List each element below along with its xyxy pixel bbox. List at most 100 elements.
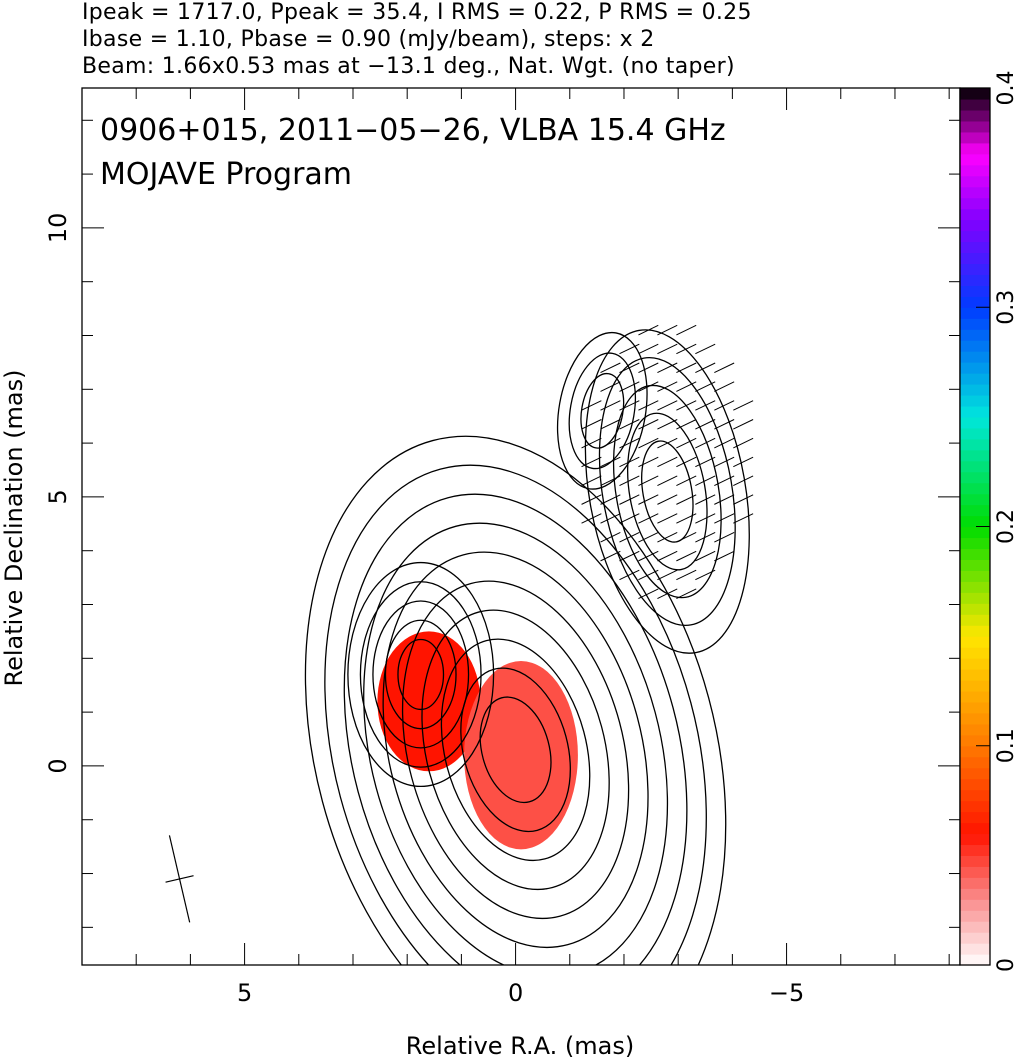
pol-vector: [600, 550, 621, 562]
colorbar-swatch: [960, 778, 990, 791]
pol-vector: [638, 494, 659, 505]
pol-vector: [676, 513, 697, 524]
pol-vector: [619, 550, 640, 562]
colorbar-swatch: [960, 285, 990, 297]
colorbar-swatch: [960, 690, 990, 703]
colorbar-swatch: [960, 383, 990, 396]
colorbar-swatch: [960, 98, 990, 111]
colorbar-swatch: [960, 723, 990, 736]
colorbar-swatch: [960, 449, 990, 462]
pol-region: [464, 661, 578, 850]
colorbar-swatch: [960, 164, 990, 177]
pol-vector: [581, 400, 602, 411]
colorbar-swatch: [960, 416, 990, 429]
pol-vector: [676, 362, 697, 374]
pol-vector: [619, 494, 640, 505]
contour-level: [343, 493, 688, 965]
colorbar-swatch: [960, 625, 990, 637]
pol-vector: [581, 456, 602, 468]
colorbar-swatch: [960, 614, 990, 626]
colorbar-swatch: [960, 252, 990, 264]
colorbar-tick-label: 0.4: [994, 71, 1019, 106]
pol-vector: [619, 362, 640, 374]
colorbar-swatch: [960, 230, 990, 243]
pol-vector: [714, 437, 735, 449]
contour-level: [384, 619, 457, 730]
colorbar-swatch: [960, 888, 990, 900]
pol-vector: [600, 456, 621, 468]
pol-vector: [657, 400, 678, 411]
colorbar-swatch: [960, 537, 990, 550]
colorbar-swatch: [960, 274, 990, 286]
colorbar-swatch: [960, 943, 990, 955]
colorbar-swatch: [960, 351, 990, 363]
colorbar-swatch: [960, 142, 990, 155]
colorbar: 0 0.1 0.2 0.3 0.4: [959, 71, 1019, 972]
colorbar-swatch: [960, 241, 990, 254]
pol-vector: [714, 475, 735, 487]
colorbar-swatch: [960, 526, 990, 539]
pol-vector: [600, 419, 621, 430]
pol-vector: [695, 532, 716, 543]
pol-vector: [676, 550, 697, 562]
colorbar-swatch: [960, 712, 990, 725]
pol-vector: [714, 400, 735, 411]
colorbar-swatch: [960, 756, 990, 769]
contour-level: [347, 561, 495, 788]
pol-vector: [638, 532, 659, 543]
pol-vector: [695, 419, 716, 430]
pol-vector: [695, 550, 716, 562]
contour-level: [372, 600, 470, 749]
pol-vector: [657, 494, 678, 505]
colorbar-swatch: [960, 811, 990, 824]
colorbar-swatch: [960, 855, 990, 867]
colorbar-swatch: [960, 208, 990, 221]
pol-vector: [657, 532, 678, 543]
colorbar-swatch: [960, 603, 990, 615]
pol-vector: [657, 475, 678, 487]
pol-vector: [733, 400, 754, 411]
pol-vector: [695, 362, 716, 374]
pol-vector: [600, 532, 621, 543]
pol-vector: [695, 343, 716, 355]
colorbar-swatch: [960, 822, 990, 835]
pol-vector: [600, 437, 621, 449]
axis-ticks: [82, 88, 960, 965]
colorbar-swatch: [960, 471, 990, 484]
contour-level: [568, 352, 636, 470]
pol-vector: [600, 400, 621, 411]
pol-vector: [695, 475, 716, 487]
colorbar-swatch: [960, 932, 990, 944]
pol-vector: [638, 419, 659, 430]
colorbar-swatch: [960, 647, 990, 659]
pol-vector: [733, 513, 754, 524]
pol-vector: [676, 400, 697, 411]
pol-vector: [619, 569, 640, 581]
pol-vector: [657, 324, 678, 336]
pol-vector: [657, 550, 678, 562]
pol-vector: [657, 437, 678, 449]
colorbar-swatch: [960, 219, 990, 232]
colorbar-swatch: [960, 460, 990, 473]
colorbar-swatch: [960, 482, 990, 495]
colorbar-tick-label: 0.3: [994, 290, 1019, 325]
contour-level: [359, 581, 482, 768]
colorbar-swatch: [960, 329, 990, 341]
contour-level: [401, 580, 630, 920]
pol-vector: [657, 343, 678, 355]
y-tick-label: 5: [44, 489, 72, 504]
pol-vector: [695, 400, 716, 411]
contour-level: [584, 329, 750, 654]
pol-vector: [638, 456, 659, 468]
pol-vector: [600, 513, 621, 524]
colorbar-swatch: [960, 877, 990, 889]
pol-vector: [657, 456, 678, 468]
colorbar-swatch: [960, 592, 990, 604]
pol-vector: [581, 494, 602, 505]
contour-level: [304, 435, 727, 965]
polarization-vectors: [581, 324, 754, 599]
contour-level: [397, 638, 445, 711]
colorbar-swatch: [960, 318, 990, 330]
colorbar-tick-label: 0.1: [994, 728, 1019, 763]
pol-vector: [657, 362, 678, 374]
